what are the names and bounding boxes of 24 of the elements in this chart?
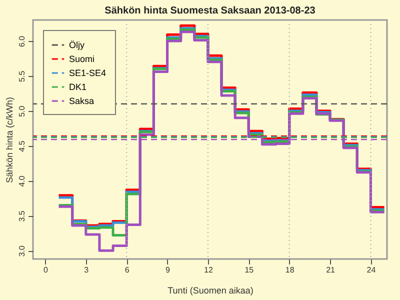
x-tick-label: 6 bbox=[124, 266, 130, 274]
chart-title: Sähkön hinta Suomesta Saksaan 2013-08-23 bbox=[104, 6, 316, 16]
x-tick-label: 0 bbox=[43, 266, 48, 274]
legend-label: Öljy bbox=[69, 40, 85, 50]
x-tick-label: 12 bbox=[204, 266, 214, 274]
legend-label: SE1-SE4 bbox=[69, 68, 106, 78]
y-tick-label: 5.5 bbox=[18, 70, 26, 82]
legend-label: Suomi bbox=[69, 54, 95, 64]
legend-label: DK1 bbox=[69, 82, 87, 92]
y-tick-label: 4.0 bbox=[18, 175, 26, 187]
x-tick-label: 3 bbox=[84, 266, 90, 274]
y-tick-label: 5.0 bbox=[18, 105, 26, 117]
x-tick-label: 24 bbox=[366, 266, 376, 274]
y-tick-label: 4.5 bbox=[18, 140, 26, 152]
x-axis-title: Tunti (Suomen aikaa) bbox=[168, 286, 254, 296]
y-axis-title: Sähkön hinta (c/kWh) bbox=[4, 96, 14, 184]
x-tick-label: 15 bbox=[244, 266, 254, 274]
legend-label: Saksa bbox=[69, 96, 94, 106]
x-tick-label: 9 bbox=[166, 266, 171, 274]
y-tick-label: 6.0 bbox=[18, 35, 26, 48]
x-tick-label: 21 bbox=[326, 266, 336, 274]
x-tick-label: 18 bbox=[285, 266, 295, 274]
y-tick-label: 3.0 bbox=[18, 245, 26, 257]
y-tick-label: 3.5 bbox=[18, 210, 26, 222]
